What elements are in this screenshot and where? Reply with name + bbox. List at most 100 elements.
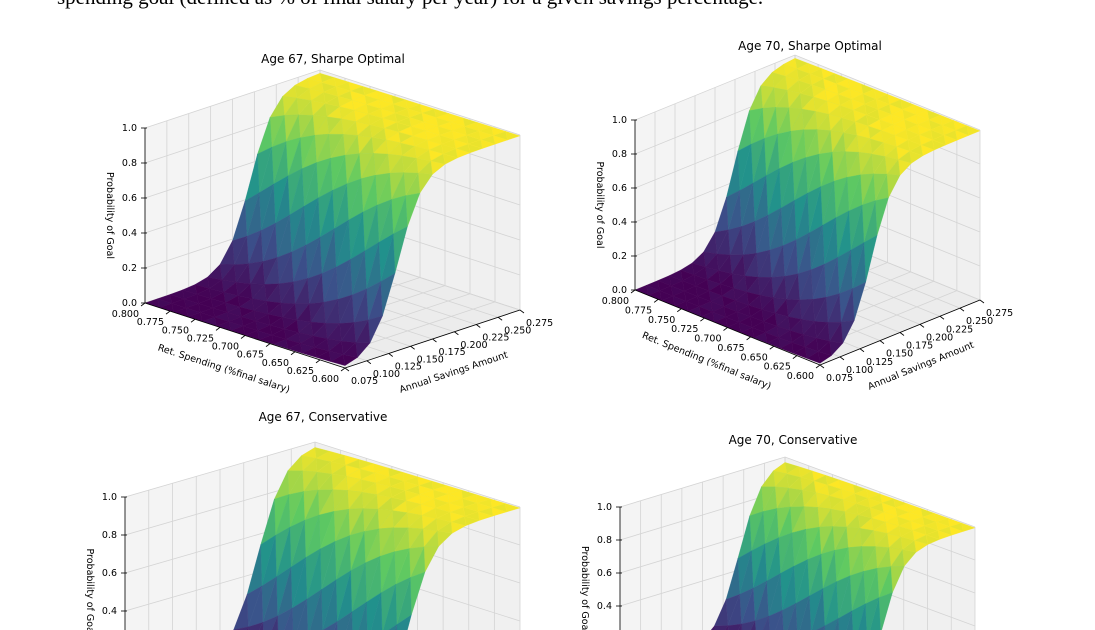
surface-facet <box>301 347 317 358</box>
y-tick <box>653 299 659 303</box>
surface-facet <box>741 620 756 630</box>
z-tick-label: 1.0 <box>597 502 612 513</box>
x-tick <box>899 332 905 336</box>
pane-grid <box>144 69 521 136</box>
pane-grid <box>124 441 521 508</box>
y-tick <box>215 327 221 331</box>
x-tick <box>410 345 415 350</box>
surface-facet <box>858 603 867 630</box>
surface-facet <box>322 621 338 630</box>
y-tick-label: 0.800 <box>112 309 139 320</box>
figure-panel: 0.0 0.2 0.4 0.6 0.8 1.0 Probability of Goal 0.0… <box>104 52 553 396</box>
surface-facet <box>358 602 368 630</box>
y-tick-label: 0.650 <box>262 358 289 369</box>
figure-panel: 0.4 0.6 0.8 1.0 Probability of Goal Age 70, C… <box>579 433 976 630</box>
z-axis-label: Probability of Goal <box>84 548 95 630</box>
surface-facet <box>297 599 308 630</box>
x-tick <box>366 360 372 365</box>
z-tick-label: 0.6 <box>102 568 117 579</box>
x-tick-label: 0.150 <box>417 354 444 365</box>
z-tick-label: 0.8 <box>597 535 612 546</box>
x-tick <box>919 324 925 328</box>
z-tick-label: 0.4 <box>597 601 612 612</box>
surface-facet <box>273 339 289 349</box>
y-tick-label: 0.750 <box>162 325 189 336</box>
z-tick-label: 1.0 <box>612 115 627 126</box>
x-tick-label: 0.175 <box>439 347 466 358</box>
x-tick <box>979 299 985 304</box>
y-tick-label: 0.600 <box>787 371 814 382</box>
x-tick <box>939 315 945 320</box>
surface-facet <box>336 611 353 630</box>
y-tick <box>265 343 271 347</box>
z-tick-label: 0.8 <box>122 158 137 169</box>
figure-title: Age 70, Sharpe Optimal <box>738 39 882 53</box>
surface-facet <box>316 350 331 362</box>
surface-facet <box>710 625 715 630</box>
y-tick <box>165 310 171 315</box>
x-tick <box>959 307 965 312</box>
surface-facet <box>246 626 249 630</box>
x-tick-label: 0.125 <box>866 357 893 368</box>
surface-facet <box>330 354 346 366</box>
x-tick <box>476 324 481 328</box>
z-axis-label: Probability of Goal <box>579 546 590 630</box>
z-axis-label: Probability of Goal <box>594 161 605 248</box>
x-tick-label: 0.075 <box>351 376 378 387</box>
x-tick-label: 0.075 <box>826 373 853 384</box>
surface-facet <box>737 623 743 630</box>
y-tick <box>315 359 321 364</box>
y-tick <box>769 345 774 350</box>
surface-facet <box>799 595 812 630</box>
surface-facet <box>727 623 742 630</box>
surface-facet <box>762 616 770 630</box>
surface-facet <box>834 618 839 630</box>
surface-facet <box>309 589 323 630</box>
y-tick <box>700 317 705 322</box>
z-tick-label: 1.0 <box>102 492 117 503</box>
x-tick <box>497 316 503 321</box>
x-tick-label: 0.275 <box>526 318 553 329</box>
surface-facet <box>248 622 264 630</box>
surface-facet <box>396 614 412 630</box>
surface-facet <box>388 624 398 630</box>
y-tick-label: 0.650 <box>741 352 768 363</box>
surface-facet <box>287 343 303 354</box>
x-tick <box>859 348 865 353</box>
caption: spending goal (defined as % of final sal… <box>57 0 763 9</box>
surface-facet <box>815 625 825 630</box>
z-tick-label: 0.8 <box>102 530 117 541</box>
pane-grid <box>634 54 981 131</box>
surface-facet <box>823 625 826 630</box>
y-tick-label: 0.625 <box>287 366 314 377</box>
x-tick-label: 0.225 <box>946 324 973 335</box>
z-tick-label: 0.0 <box>612 285 627 296</box>
surface-facet <box>714 625 729 630</box>
surface-facet <box>753 332 768 344</box>
x-tick <box>388 353 393 357</box>
y-tick-label: 0.775 <box>137 317 164 328</box>
y-tick-label: 0.725 <box>671 324 698 335</box>
surface-facet <box>775 610 784 630</box>
x-tick-label: 0.100 <box>846 365 873 376</box>
surface-facet <box>370 592 383 630</box>
x-tick-label: 0.100 <box>373 369 400 380</box>
x-tick-label: 0.125 <box>395 362 422 373</box>
y-tick-label: 0.750 <box>648 315 675 326</box>
surface-facet <box>346 611 353 630</box>
figure-panel: 0.4 0.6 0.8 1.0 Probability of Goal Age 67, C… <box>84 410 521 630</box>
surface-facet <box>262 615 278 630</box>
x-tick-label: 0.250 <box>504 325 531 336</box>
x-tick <box>344 367 350 372</box>
surface-facet <box>271 615 279 630</box>
x-tick-label: 0.200 <box>460 340 487 351</box>
y-tick <box>723 327 728 331</box>
pane-grid <box>619 456 976 528</box>
y-tick <box>815 364 821 369</box>
surface-facet <box>806 351 821 364</box>
figure-panel: 0.0 0.2 0.4 0.6 0.8 1.0 Probability of Goal 0.0… <box>594 39 1013 393</box>
y-tick <box>240 335 246 339</box>
surface-facet <box>793 346 807 359</box>
z-tick-label: 0.2 <box>612 251 627 262</box>
